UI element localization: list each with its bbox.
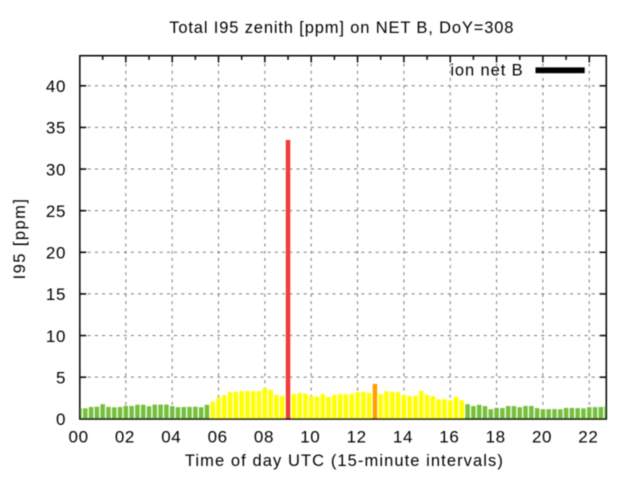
- svg-text:ion net B: ion net B: [450, 61, 523, 79]
- svg-text:25: 25: [46, 202, 66, 221]
- svg-text:I95 [ppm]: I95 [ppm]: [11, 198, 29, 280]
- svg-text:Time of day UTC (15-minute int: Time of day UTC (15-minute intervals): [185, 452, 504, 470]
- svg-text:04: 04: [161, 427, 181, 446]
- svg-text:35: 35: [46, 119, 66, 138]
- svg-text:22: 22: [578, 427, 598, 446]
- svg-text:02: 02: [115, 427, 135, 446]
- svg-text:10: 10: [46, 327, 66, 346]
- svg-text:20: 20: [532, 427, 552, 446]
- svg-text:16: 16: [439, 427, 459, 446]
- svg-text:10: 10: [300, 427, 320, 446]
- svg-text:40: 40: [46, 77, 66, 96]
- svg-text:Total I95 zenith [ppm] on NET: Total I95 zenith [ppm] on NET B, DoY=308: [169, 19, 514, 37]
- svg-text:20: 20: [46, 244, 66, 263]
- svg-text:15: 15: [46, 285, 66, 304]
- svg-text:08: 08: [254, 427, 274, 446]
- svg-text:5: 5: [56, 368, 66, 387]
- svg-text:18: 18: [486, 427, 506, 446]
- svg-text:0: 0: [56, 410, 66, 429]
- svg-text:06: 06: [208, 427, 228, 446]
- svg-text:30: 30: [46, 160, 66, 179]
- svg-text:00: 00: [69, 427, 89, 446]
- svg-text:12: 12: [347, 427, 367, 446]
- svg-text:14: 14: [393, 427, 413, 446]
